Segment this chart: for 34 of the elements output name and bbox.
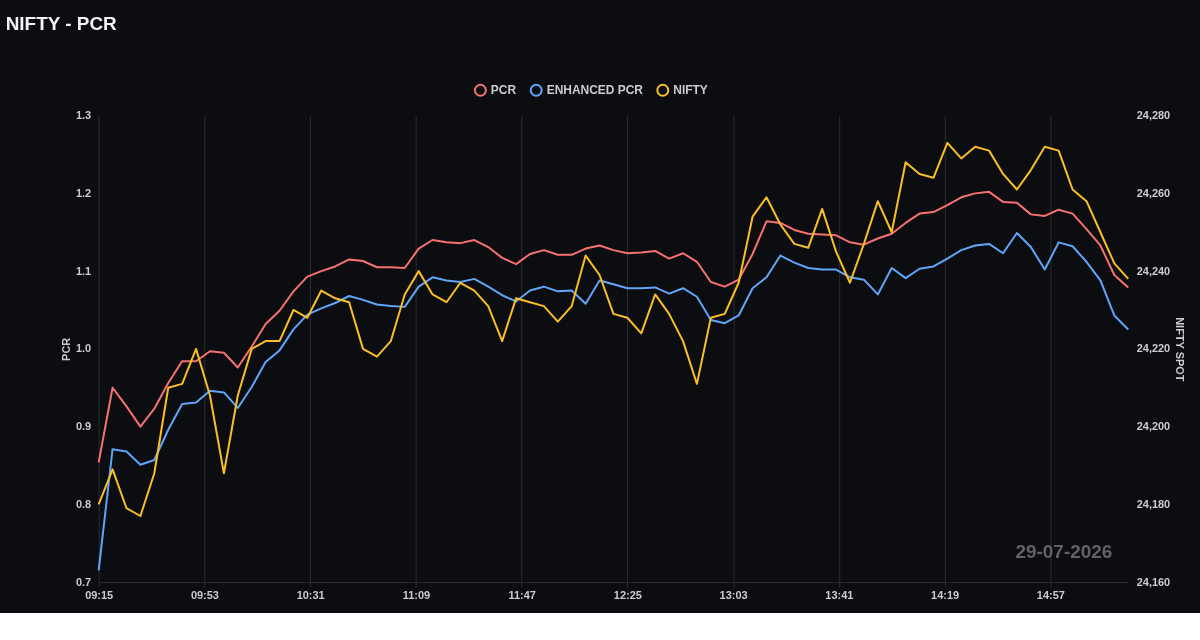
legend-label: ENHANCED PCR [546, 83, 644, 98]
x-tick-label: 14:57 [1036, 588, 1065, 601]
line-series [97, 232, 1130, 572]
y2-tick-label: 24,260 [1136, 186, 1171, 199]
x-tick-label: 14:19 [931, 588, 960, 601]
y-tick-label: 1.0 [75, 342, 92, 355]
x-tick-label: 09:15 [85, 588, 114, 601]
x-tick-label: 13:03 [719, 588, 748, 601]
x-tick-label: 11:09 [402, 588, 431, 601]
x-tick-label: 09:53 [190, 588, 219, 601]
x-tick-label: 11:47 [508, 588, 536, 601]
y-tick-label: 1.3 [75, 109, 92, 122]
x-tick-label: 12:25 [613, 588, 642, 601]
x-tick-label: 13:41 [825, 588, 854, 601]
line-series [97, 141, 1130, 517]
y-axis-title: PCR [59, 337, 72, 361]
y2-tick-label: 24,160 [1136, 575, 1171, 588]
y-tick-label: 1.1 [75, 264, 92, 277]
chart-title: NIFTY - PCR [5, 12, 118, 34]
y-tick-label: 0.8 [75, 497, 92, 510]
y-tick-label: 1.2 [75, 186, 92, 199]
y-tick-label: 0.9 [75, 420, 92, 433]
y2-axis-title: NIFTY SPOT [1174, 317, 1187, 382]
annotation: 29-07-2026 [1015, 541, 1113, 563]
line-series [97, 190, 1130, 464]
y2-tick-label: 24,280 [1136, 109, 1171, 122]
y-tick-label: 0.7 [75, 575, 92, 588]
y2-tick-label: 24,200 [1136, 420, 1171, 433]
y2-tick-label: 24,240 [1136, 264, 1171, 277]
legend-label: PCR [490, 83, 517, 98]
legend-label: NIFTY [673, 83, 708, 98]
y2-tick-label: 24,220 [1136, 342, 1171, 355]
y2-tick-label: 24,180 [1136, 497, 1171, 510]
x-tick-label: 10:31 [296, 588, 325, 601]
